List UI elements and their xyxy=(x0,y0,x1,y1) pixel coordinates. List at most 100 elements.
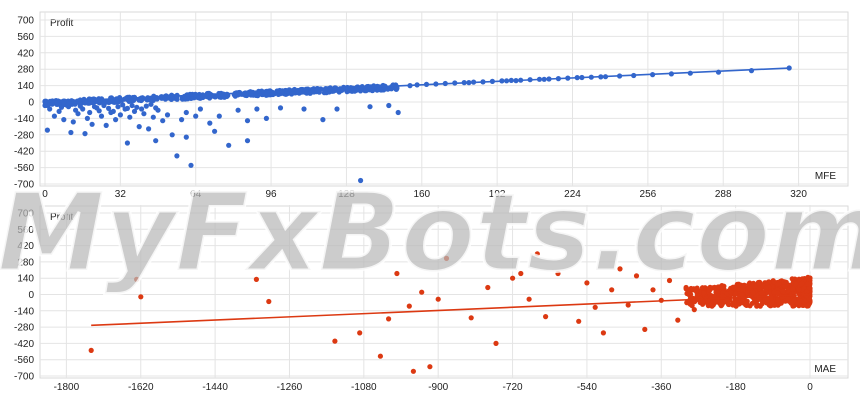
mae-x-tick-label: -1440 xyxy=(202,382,228,393)
mfe-data-point xyxy=(183,109,189,116)
mfe-data-point xyxy=(183,134,189,140)
mfe-data-point xyxy=(197,106,203,112)
mae-data-point xyxy=(707,287,713,293)
mae-data-point xyxy=(746,285,752,291)
mae-data-point xyxy=(776,281,782,287)
mfe-data-point xyxy=(188,162,194,168)
mae-data-point xyxy=(764,297,771,303)
mae-x-tick-label: -1260 xyxy=(277,382,303,393)
mfe-data-point xyxy=(136,124,142,130)
mae-data-point xyxy=(805,281,811,287)
mfe-x-tick-label: 32 xyxy=(115,189,127,200)
mfe-data-point xyxy=(96,108,102,114)
mae-data-point xyxy=(741,282,747,288)
mfe-data-point xyxy=(117,112,123,118)
mae-trendline xyxy=(91,293,811,327)
mae-data-point xyxy=(526,296,532,302)
mfe-data-point xyxy=(124,105,130,111)
mfe-scatter-panel: Profit MFE 700 560 420 280 140 0 -140 -280 -420 -… xyxy=(14,11,849,200)
mae-data-point xyxy=(736,282,742,288)
mfe-data-point xyxy=(160,118,166,124)
mfe-data-point xyxy=(146,126,152,132)
mae-x-tick-label: -180 xyxy=(726,382,746,393)
mae-data-point xyxy=(88,347,94,353)
mfe-y-tick-label: 700 xyxy=(17,16,34,27)
mae-data-point xyxy=(253,276,259,282)
mfe-data-point xyxy=(73,107,79,113)
mae-data-point xyxy=(609,287,615,293)
mfe-data-point xyxy=(277,105,284,111)
mfe-data-point xyxy=(72,101,78,107)
mfe-data-point xyxy=(244,138,251,144)
mfe-data-point xyxy=(301,106,307,112)
mfe-data-point xyxy=(369,87,375,94)
mae-data-point xyxy=(684,300,690,306)
mfe-x-tick-label: 320 xyxy=(790,189,807,200)
mae-data-point xyxy=(377,353,383,359)
mae-data-point xyxy=(732,291,739,297)
mfe-y-tick-label: -280 xyxy=(14,130,34,141)
mae-data-point xyxy=(625,302,631,308)
mae-data-point xyxy=(134,276,140,282)
mae-y-tick-label: -140 xyxy=(14,306,34,317)
mae-data-point xyxy=(642,326,648,332)
mae-data-point xyxy=(419,289,425,295)
mfe-data-point xyxy=(184,95,190,101)
mfe-data-point xyxy=(139,106,145,112)
mfe-data-point xyxy=(226,142,232,148)
mfe-data-point xyxy=(150,114,156,120)
mae-data-point xyxy=(771,279,777,285)
mae-data-point xyxy=(394,270,400,277)
mfe-x-tick-label: 64 xyxy=(190,189,202,200)
mfe-data-point xyxy=(263,115,269,121)
mae-x-tick-label: -540 xyxy=(577,382,597,393)
mae-data-point xyxy=(468,315,474,321)
mfe-data-point xyxy=(87,109,93,116)
mae-data-point xyxy=(410,368,416,374)
mfe-data-point xyxy=(148,101,154,107)
mfe-data-point xyxy=(269,91,275,97)
mae-y-tick-label: -420 xyxy=(14,339,34,350)
mfe-data-point xyxy=(106,105,112,111)
mae-y-tick-label: -700 xyxy=(14,372,34,383)
mfe-data-point xyxy=(115,104,121,110)
mfe-data-point xyxy=(89,121,95,127)
mae-data-point xyxy=(691,307,697,313)
mae-data-point xyxy=(493,340,499,346)
mfe-y-tick-label: 0 xyxy=(28,98,34,109)
mfe-data-point xyxy=(395,109,401,116)
mae-data-point xyxy=(728,289,734,296)
mfe-y-axis-title: Profit xyxy=(50,18,74,29)
mae-data-point xyxy=(718,300,724,306)
mae-data-point xyxy=(793,281,799,287)
mfe-x-tick-label: 192 xyxy=(489,189,506,200)
mfe-data-point xyxy=(56,108,62,114)
mae-data-point xyxy=(754,302,761,308)
mfe-y-tick-label: 280 xyxy=(17,65,34,76)
mfe-data-point xyxy=(388,86,394,92)
mae-data-point xyxy=(780,288,787,294)
mae-data-point xyxy=(775,297,781,303)
mae-data-point xyxy=(756,280,762,286)
mfe-y-tick-label: 140 xyxy=(17,81,34,92)
mfe-y-tick-label: 420 xyxy=(17,48,34,59)
mae-data-point xyxy=(617,266,623,272)
mfe-x-tick-label: 288 xyxy=(715,189,732,200)
mae-data-point xyxy=(752,297,758,303)
mae-data-point xyxy=(708,300,715,306)
mfe-data-point xyxy=(141,111,147,117)
mfe-x-tick-label: 160 xyxy=(413,189,430,200)
mae-data-point xyxy=(576,318,582,324)
mae-data-point xyxy=(685,287,692,293)
mae-data-point xyxy=(675,317,681,323)
mae-data-point xyxy=(731,299,737,305)
mae-data-point xyxy=(785,295,791,302)
mfe-data-point xyxy=(120,102,126,108)
mae-data-point xyxy=(758,290,765,296)
mae-data-point xyxy=(788,300,794,306)
mfe-data-point xyxy=(98,113,105,119)
mfe-data-point xyxy=(143,103,149,109)
mae-x-tick-label: -720 xyxy=(503,382,523,393)
mae-data-point xyxy=(724,291,730,297)
